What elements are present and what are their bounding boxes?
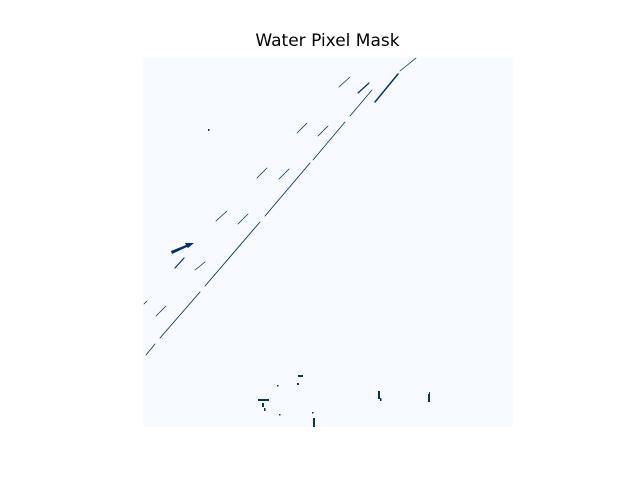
water-body-arrow — [171, 243, 194, 254]
water-streak — [357, 82, 370, 94]
water-streak — [143, 300, 148, 305]
water-streak — [349, 89, 373, 117]
water-streak — [312, 121, 346, 161]
water-streak — [399, 57, 417, 72]
water-streak — [204, 221, 261, 287]
water-blob — [262, 403, 264, 407]
water-blob — [298, 375, 303, 377]
water-mask-features — [143, 57, 430, 427]
water-blob — [208, 129, 210, 131]
mask-background — [143, 58, 513, 427]
water-streak — [174, 257, 185, 269]
water-streak — [278, 168, 290, 180]
water-streak — [264, 162, 311, 217]
water-streak — [374, 73, 399, 103]
water-blob — [428, 394, 430, 402]
water-streak — [155, 305, 167, 317]
water-blob — [264, 408, 266, 411]
water-streak — [159, 291, 201, 339]
water-streak — [256, 167, 268, 179]
water-streak — [215, 210, 228, 222]
water-blob — [378, 391, 380, 399]
water-blob — [429, 392, 430, 394]
water-blob — [279, 414, 281, 416]
water-blob — [312, 412, 314, 414]
chart-title: Water Pixel Mask — [255, 31, 400, 51]
water-streak — [296, 122, 308, 134]
water-streak — [194, 261, 206, 271]
water-blob — [258, 399, 269, 401]
water-blob — [380, 398, 382, 401]
water-streak — [237, 213, 249, 225]
water-blob — [297, 383, 299, 385]
water-blob — [277, 385, 279, 387]
water-blob — [313, 418, 315, 427]
water-streak — [338, 76, 351, 88]
water-streak — [145, 343, 156, 356]
water-streak — [317, 125, 329, 137]
